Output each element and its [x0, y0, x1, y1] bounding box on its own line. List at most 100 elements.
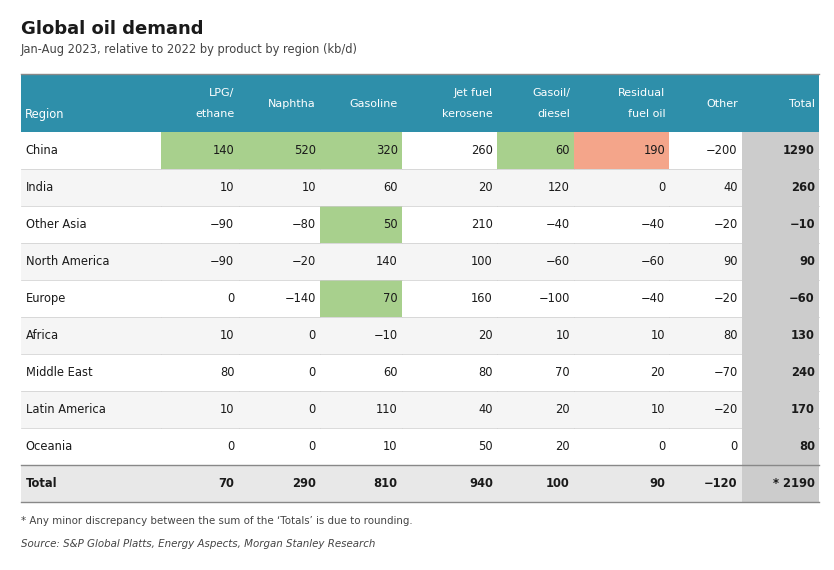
Point	[234, 425, 244, 431]
Text: 10: 10	[220, 329, 234, 342]
Text: 60: 60	[383, 366, 398, 379]
Bar	[402, 206, 497, 243]
Point	[234, 202, 244, 209]
Text: 0: 0	[227, 440, 234, 453]
Text: 20: 20	[555, 403, 570, 416]
Point	[16, 388, 26, 394]
Point	[569, 239, 579, 246]
Bar	[239, 391, 320, 428]
Bar	[670, 280, 742, 317]
Point	[157, 276, 167, 283]
Text: Gasoil/: Gasoil/	[532, 88, 570, 98]
Point	[569, 314, 579, 320]
Text: North America: North America	[26, 255, 109, 268]
Bar	[21, 169, 162, 206]
Point	[234, 165, 244, 172]
Point	[234, 314, 244, 320]
Bar	[574, 391, 670, 428]
Bar	[497, 169, 574, 206]
Text: −120: −120	[704, 477, 738, 490]
Point	[234, 165, 244, 172]
Point	[157, 425, 167, 431]
Text: 190: 190	[643, 144, 666, 157]
Bar	[574, 243, 670, 280]
Point	[234, 351, 244, 357]
Point	[16, 202, 26, 209]
Text: ethane: ethane	[195, 109, 234, 120]
Bar	[402, 243, 497, 280]
Text: Africa: Africa	[26, 329, 59, 342]
Bar	[162, 169, 239, 206]
Point	[234, 462, 244, 469]
Text: * Any minor discrepancy between the sum of the ‘Totals’ is due to rounding.: * Any minor discrepancy between the sum …	[21, 516, 413, 526]
Point	[737, 314, 747, 320]
Bar	[162, 74, 239, 132]
Bar	[21, 465, 819, 502]
Bar	[162, 391, 239, 428]
Point	[737, 462, 747, 469]
Text: 70: 70	[219, 477, 234, 490]
Point	[492, 462, 502, 469]
Point	[315, 314, 325, 320]
Text: 60: 60	[555, 144, 570, 157]
Point	[665, 239, 675, 246]
Text: China: China	[26, 144, 58, 157]
Text: Total: Total	[26, 477, 58, 490]
Text: Middle East: Middle East	[26, 366, 93, 379]
Text: 10: 10	[651, 403, 666, 416]
Bar	[742, 428, 819, 465]
Point	[569, 276, 579, 283]
Point	[737, 314, 747, 320]
Text: 10: 10	[301, 181, 316, 194]
Point	[569, 351, 579, 357]
Text: 0: 0	[227, 292, 234, 305]
Point	[397, 425, 407, 431]
Text: 240: 240	[791, 366, 815, 379]
Text: 80: 80	[723, 329, 738, 342]
Point	[665, 351, 675, 357]
Point	[315, 351, 325, 357]
Text: * 2190: * 2190	[773, 477, 815, 490]
Bar	[21, 317, 162, 354]
Bar	[670, 391, 742, 428]
Point	[157, 276, 167, 283]
Point	[814, 462, 824, 469]
Point	[397, 314, 407, 320]
Point	[397, 276, 407, 283]
Point	[315, 202, 325, 209]
Point	[397, 351, 407, 357]
Point	[397, 202, 407, 209]
Bar	[742, 280, 819, 317]
Bar	[497, 132, 574, 169]
Point	[157, 202, 167, 209]
Text: Jet fuel: Jet fuel	[454, 88, 493, 98]
Point	[315, 276, 325, 283]
Point	[397, 202, 407, 209]
Point	[492, 351, 502, 357]
Bar	[320, 317, 402, 354]
Point	[157, 239, 167, 246]
Text: Total: Total	[789, 99, 815, 109]
Point	[157, 388, 167, 394]
Point	[814, 276, 824, 283]
Point	[492, 462, 502, 469]
Point	[737, 276, 747, 283]
Point	[737, 276, 747, 283]
Text: Europe: Europe	[26, 292, 66, 305]
Bar	[239, 428, 320, 465]
Text: 0: 0	[658, 440, 666, 453]
Point	[569, 462, 579, 469]
Point	[492, 388, 502, 394]
Text: Other Asia: Other Asia	[26, 218, 87, 231]
Bar	[21, 354, 162, 391]
Bar	[402, 391, 497, 428]
Bar	[497, 317, 574, 354]
Point	[492, 351, 502, 357]
Point	[234, 462, 244, 469]
Text: −20: −20	[713, 218, 738, 231]
Point	[397, 239, 407, 246]
Point	[315, 462, 325, 469]
Text: 0: 0	[309, 440, 316, 453]
Point	[492, 165, 502, 172]
Point	[397, 276, 407, 283]
